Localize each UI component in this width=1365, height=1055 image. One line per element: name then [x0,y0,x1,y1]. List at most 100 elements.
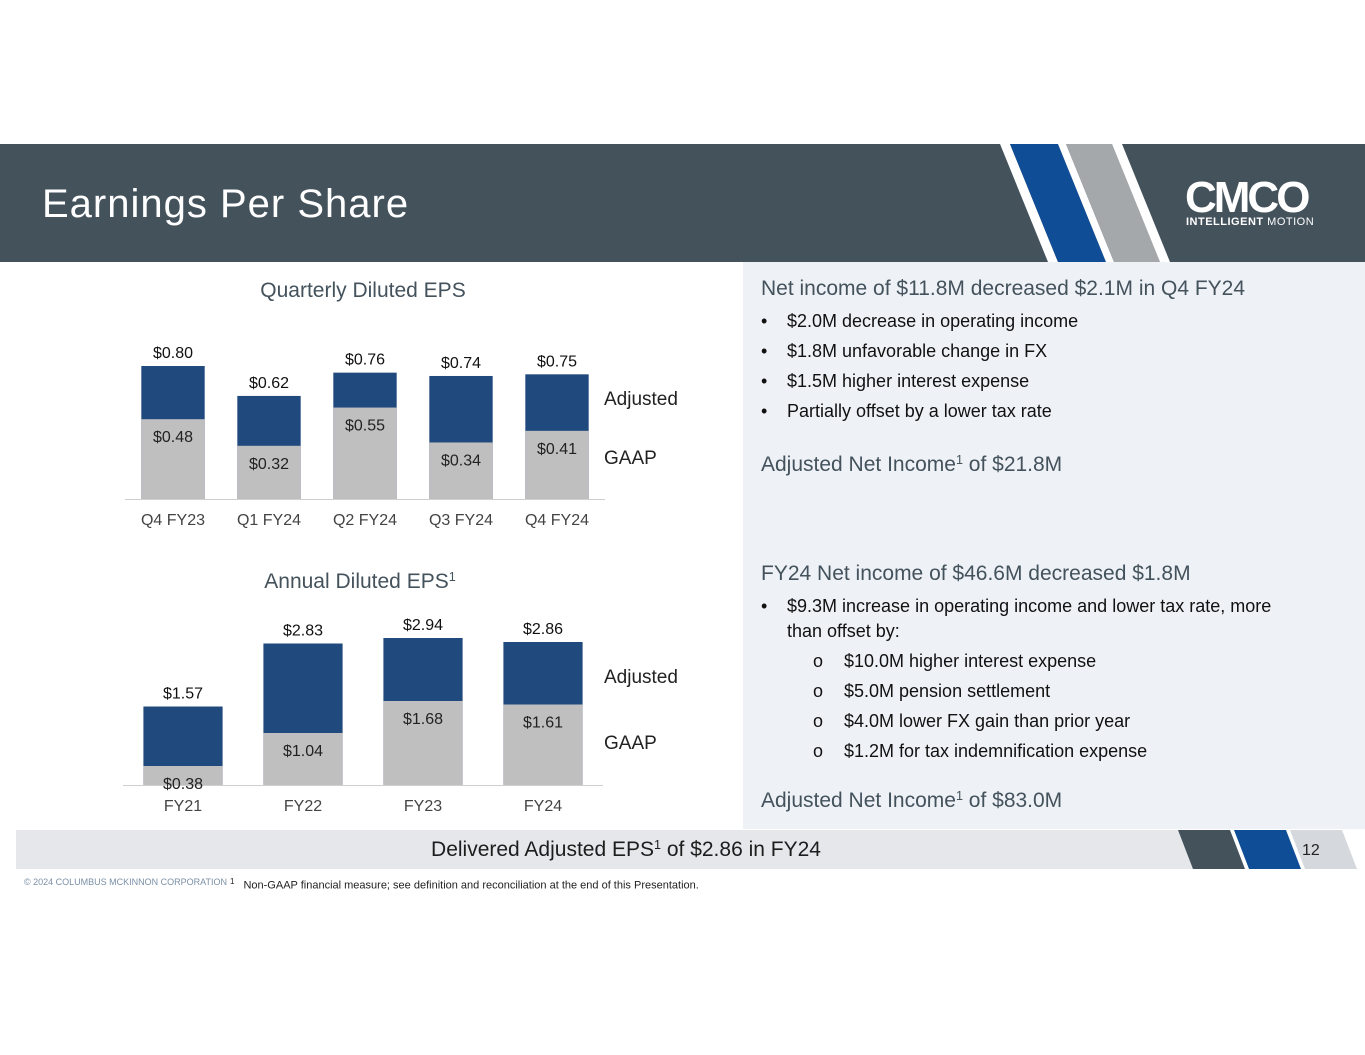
header-band: Earnings Per Share CMCO INTELLIGENT MOTI… [0,144,1365,262]
x-tick-label: Q4 FY23 [141,512,205,529]
adjusted-value-label: $0.74 [441,355,481,372]
fy-heading: FY24 Net income of $46.6M decreased $1.8… [761,562,1191,585]
fy-sub-bullet: o $5.0M pension settlement [813,681,1313,703]
gaap-bar [143,766,223,785]
x-tick-label: Q1 FY24 [237,512,301,529]
copyright-notice: © 2024 COLUMBUS MCKINNON CORPORATION [24,877,227,887]
x-tick-label: Q3 FY24 [429,512,493,529]
adjusted-value-label: $0.80 [153,345,193,362]
q4-bullet: • $1.8M unfavorable change in FX [761,341,1341,363]
footnote-ref: 1 [654,838,662,853]
adjusted-value-label: $0.75 [537,353,577,370]
gaap-bar [525,430,589,499]
quarterly-legend-gaap: GAAP [604,448,657,469]
fy-adjusted-suffix: of $83.0M [962,789,1063,812]
footnote-text: Non-GAAP financial measure; see definiti… [243,879,699,892]
adjusted-value-label: $0.76 [345,352,385,369]
gaap-bar [429,442,493,499]
adjusted-value-label: $2.86 [523,621,563,638]
logo-tagline-regular: MOTION [1267,216,1315,228]
header-stripe-blue [1010,144,1106,262]
sub-bullet-marker: o [813,741,824,761]
gaap-value-label: $1.68 [403,711,443,728]
footnote: 1 Non-GAAP financial measure; see definit… [230,877,699,892]
summary-band: Delivered Adjusted EPS1 of $2.86 in FY24 [16,830,1216,869]
summary-suffix: of $2.86 in FY24 [661,838,821,861]
footer-stripes [1178,830,1357,869]
q4-bullet-text: $1.5M higher interest expense [787,371,1030,391]
quarterly-chart-title: Quarterly Diluted EPS [260,279,466,302]
fy-sub-bullet: o $1.2M for tax indemnification expense [813,741,1313,763]
annual-eps-chart: $1.57 $0.38 FY21 $2.83 $1.04 FY22 $2.94 $1.68 FY… [123,617,603,815]
bullet-glyph: • [761,311,768,331]
page-number: 12 [1302,842,1320,859]
footer-stripe-blue [1234,830,1301,869]
x-tick-label: Q4 FY24 [525,512,589,529]
footer-stripe-light [1290,830,1357,869]
q4-bullet: • Partially offset by a lower tax rate [761,401,1341,423]
q4-adjusted-suffix: of $21.8M [962,453,1063,476]
page-title: Earnings Per Share [42,182,410,226]
fy-bullet-line1: $9.3M increase in operating income and l… [787,596,1272,616]
summary-text: Delivered Adjusted EPS1 of $2.86 in FY24 [16,830,1216,869]
x-tick-label: FY21 [164,798,202,815]
annual-legend-gaap: GAAP [604,733,657,754]
logo-wordmark: CMCO [1185,173,1310,222]
footnote-ref: 1 [955,789,963,804]
fy-bullet-line2: than offset by: [787,621,900,641]
header-stripes [1000,144,1170,262]
fy-adjusted-net-income: Adjusted Net Income1 of $83.0M [761,789,1062,813]
header-stripe-gray [1066,144,1160,262]
footnote-marker: 1 [230,877,235,886]
sub-bullet-marker: o [813,711,824,731]
q4-adjusted-net-income: Adjusted Net Income1 of $21.8M [761,453,1062,477]
q4-bullet-text: $2.0M decrease in operating income [787,311,1079,331]
bullet-glyph: • [761,371,768,391]
gaap-bar [503,704,583,785]
fy-sub-bullet-text: $10.0M higher interest expense [844,651,1097,671]
gaap-value-label: $0.38 [163,776,203,793]
fy-sub-bullet-text: $4.0M lower FX gain than prior year [844,711,1131,731]
fy-sub-bullet: o $4.0M lower FX gain than prior year [813,711,1313,733]
fy-sub-bullet: o $10.0M higher interest expense [813,651,1313,673]
gaap-value-label: $0.55 [345,418,385,435]
adjusted-value-label: $0.62 [249,375,289,392]
adjusted-value-label: $2.83 [283,623,323,640]
quarterly-legend-adjusted: Adjusted [604,389,678,410]
q4-bullet-text: $1.8M unfavorable change in FX [787,341,1048,361]
fy-sub-bullet-text: $5.0M pension settlement [844,681,1051,701]
logo-tagline-bold: INTELLIGENT [1186,216,1264,228]
gaap-bar [237,445,301,499]
footer-stripe-dark [1178,830,1245,869]
fy-bullet: • $9.3M increase in operating income and… [761,596,1351,646]
x-tick-label: Q2 FY24 [333,512,397,529]
bullet-glyph: • [761,341,768,361]
fy-sub-bullet-text: $1.2M for tax indemnification expense [844,741,1148,761]
fy-adjusted-prefix: Adjusted Net Income [761,789,956,812]
bullet-glyph: • [761,596,768,616]
summary-prefix: Delivered Adjusted EPS [431,838,654,861]
header-stripe-white-1 [1000,144,1058,262]
annual-legend-adjusted: Adjusted [604,667,678,688]
gaap-value-label: $1.61 [523,715,563,732]
x-tick-label: FY22 [284,798,322,815]
gaap-value-label: $0.34 [441,452,481,469]
gaap-bar [141,419,205,499]
header-stripe-white-3 [1112,144,1170,262]
x-tick-label: FY23 [404,798,442,815]
company-logo: CMCO INTELLIGENT MOTION [1185,176,1325,238]
annual-chart-title: Annual Diluted EPS1 [200,570,520,594]
annual-title-text: Annual Diluted EPS [264,570,449,593]
sub-bullet-marker: o [813,681,824,701]
q4-bullet-text: Partially offset by a lower tax rate [787,401,1052,421]
q4-bullet: • $2.0M decrease in operating income [761,311,1341,333]
gaap-bar [383,701,463,785]
header-stripe-white-2 [1058,144,1114,262]
gaap-value-label: $0.32 [249,456,289,473]
gaap-value-label: $0.41 [537,441,577,458]
q4-bullet: • $1.5M higher interest expense [761,371,1341,393]
footnote-ref: 1 [448,570,456,585]
q4-heading: Net income of $11.8M decreased $2.1M in … [761,277,1246,300]
quarterly-eps-chart: $0.80 $0.48 Q4 FY23 $0.62 $0.32 Q1 FY24 $0.76 $… [125,345,605,529]
adjusted-value-label: $2.94 [403,617,443,634]
